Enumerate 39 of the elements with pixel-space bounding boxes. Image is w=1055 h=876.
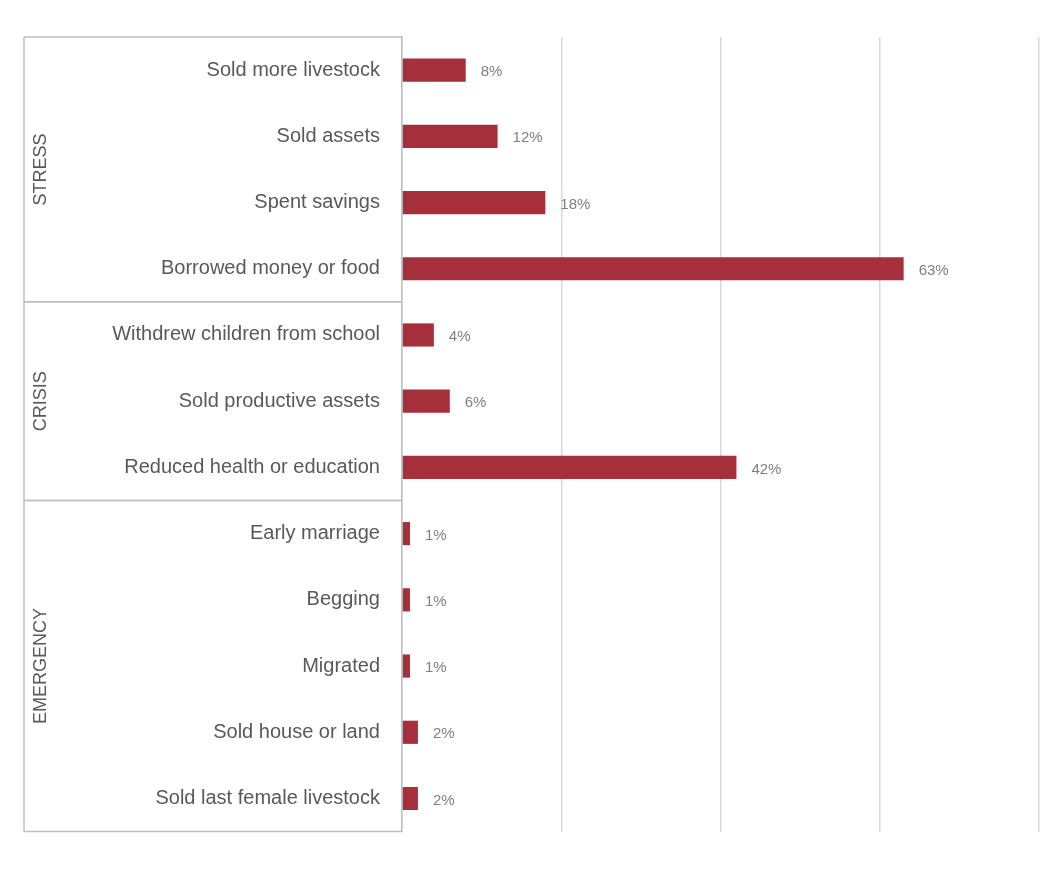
text: CRISIS bbox=[29, 371, 50, 432]
y-tick-label: Early marriage bbox=[249, 521, 380, 544]
bar bbox=[402, 522, 410, 546]
y-tick-label: Borrowed money or food bbox=[160, 256, 380, 279]
bar bbox=[402, 190, 546, 215]
y-tick-label: Sold assets bbox=[276, 123, 380, 146]
bar bbox=[402, 257, 904, 281]
y-tick-label: Withdrew children from school bbox=[112, 322, 380, 345]
data-label: 4% bbox=[448, 327, 471, 345]
y-tick-label: Sold house or land bbox=[213, 719, 380, 742]
bar bbox=[402, 786, 418, 811]
y-tick-label: Begging bbox=[306, 587, 380, 610]
data-label: 12% bbox=[512, 128, 543, 146]
y-tick-label: Migrated bbox=[302, 653, 380, 676]
bar bbox=[402, 389, 450, 413]
bar bbox=[402, 58, 466, 82]
text: EMERGENCY bbox=[29, 608, 50, 725]
y-tick-label: Spent savings bbox=[254, 190, 380, 213]
data-label: 8% bbox=[480, 62, 503, 80]
y-tick-label: Sold last female livestock bbox=[155, 786, 381, 809]
data-label: 2% bbox=[432, 790, 455, 808]
y-tick-label: Sold more livestock bbox=[206, 57, 381, 80]
data-label: 1% bbox=[424, 591, 447, 609]
data-label: 18% bbox=[560, 194, 591, 212]
data-label: 63% bbox=[918, 260, 949, 278]
text: STRESS bbox=[29, 133, 50, 206]
bar bbox=[402, 455, 737, 479]
data-label: 42% bbox=[751, 459, 782, 477]
data-label: 1% bbox=[424, 525, 447, 543]
bar bbox=[402, 720, 418, 744]
data-label: 2% bbox=[432, 724, 455, 742]
bar bbox=[402, 588, 410, 612]
data-label: 1% bbox=[424, 658, 447, 676]
y-tick-label: Reduced health or education bbox=[124, 454, 380, 477]
bar bbox=[402, 654, 410, 678]
bar bbox=[402, 124, 498, 148]
y-tick-label: Sold productive assets bbox=[178, 388, 380, 411]
bar bbox=[402, 323, 434, 347]
data-label: 6% bbox=[464, 393, 487, 411]
